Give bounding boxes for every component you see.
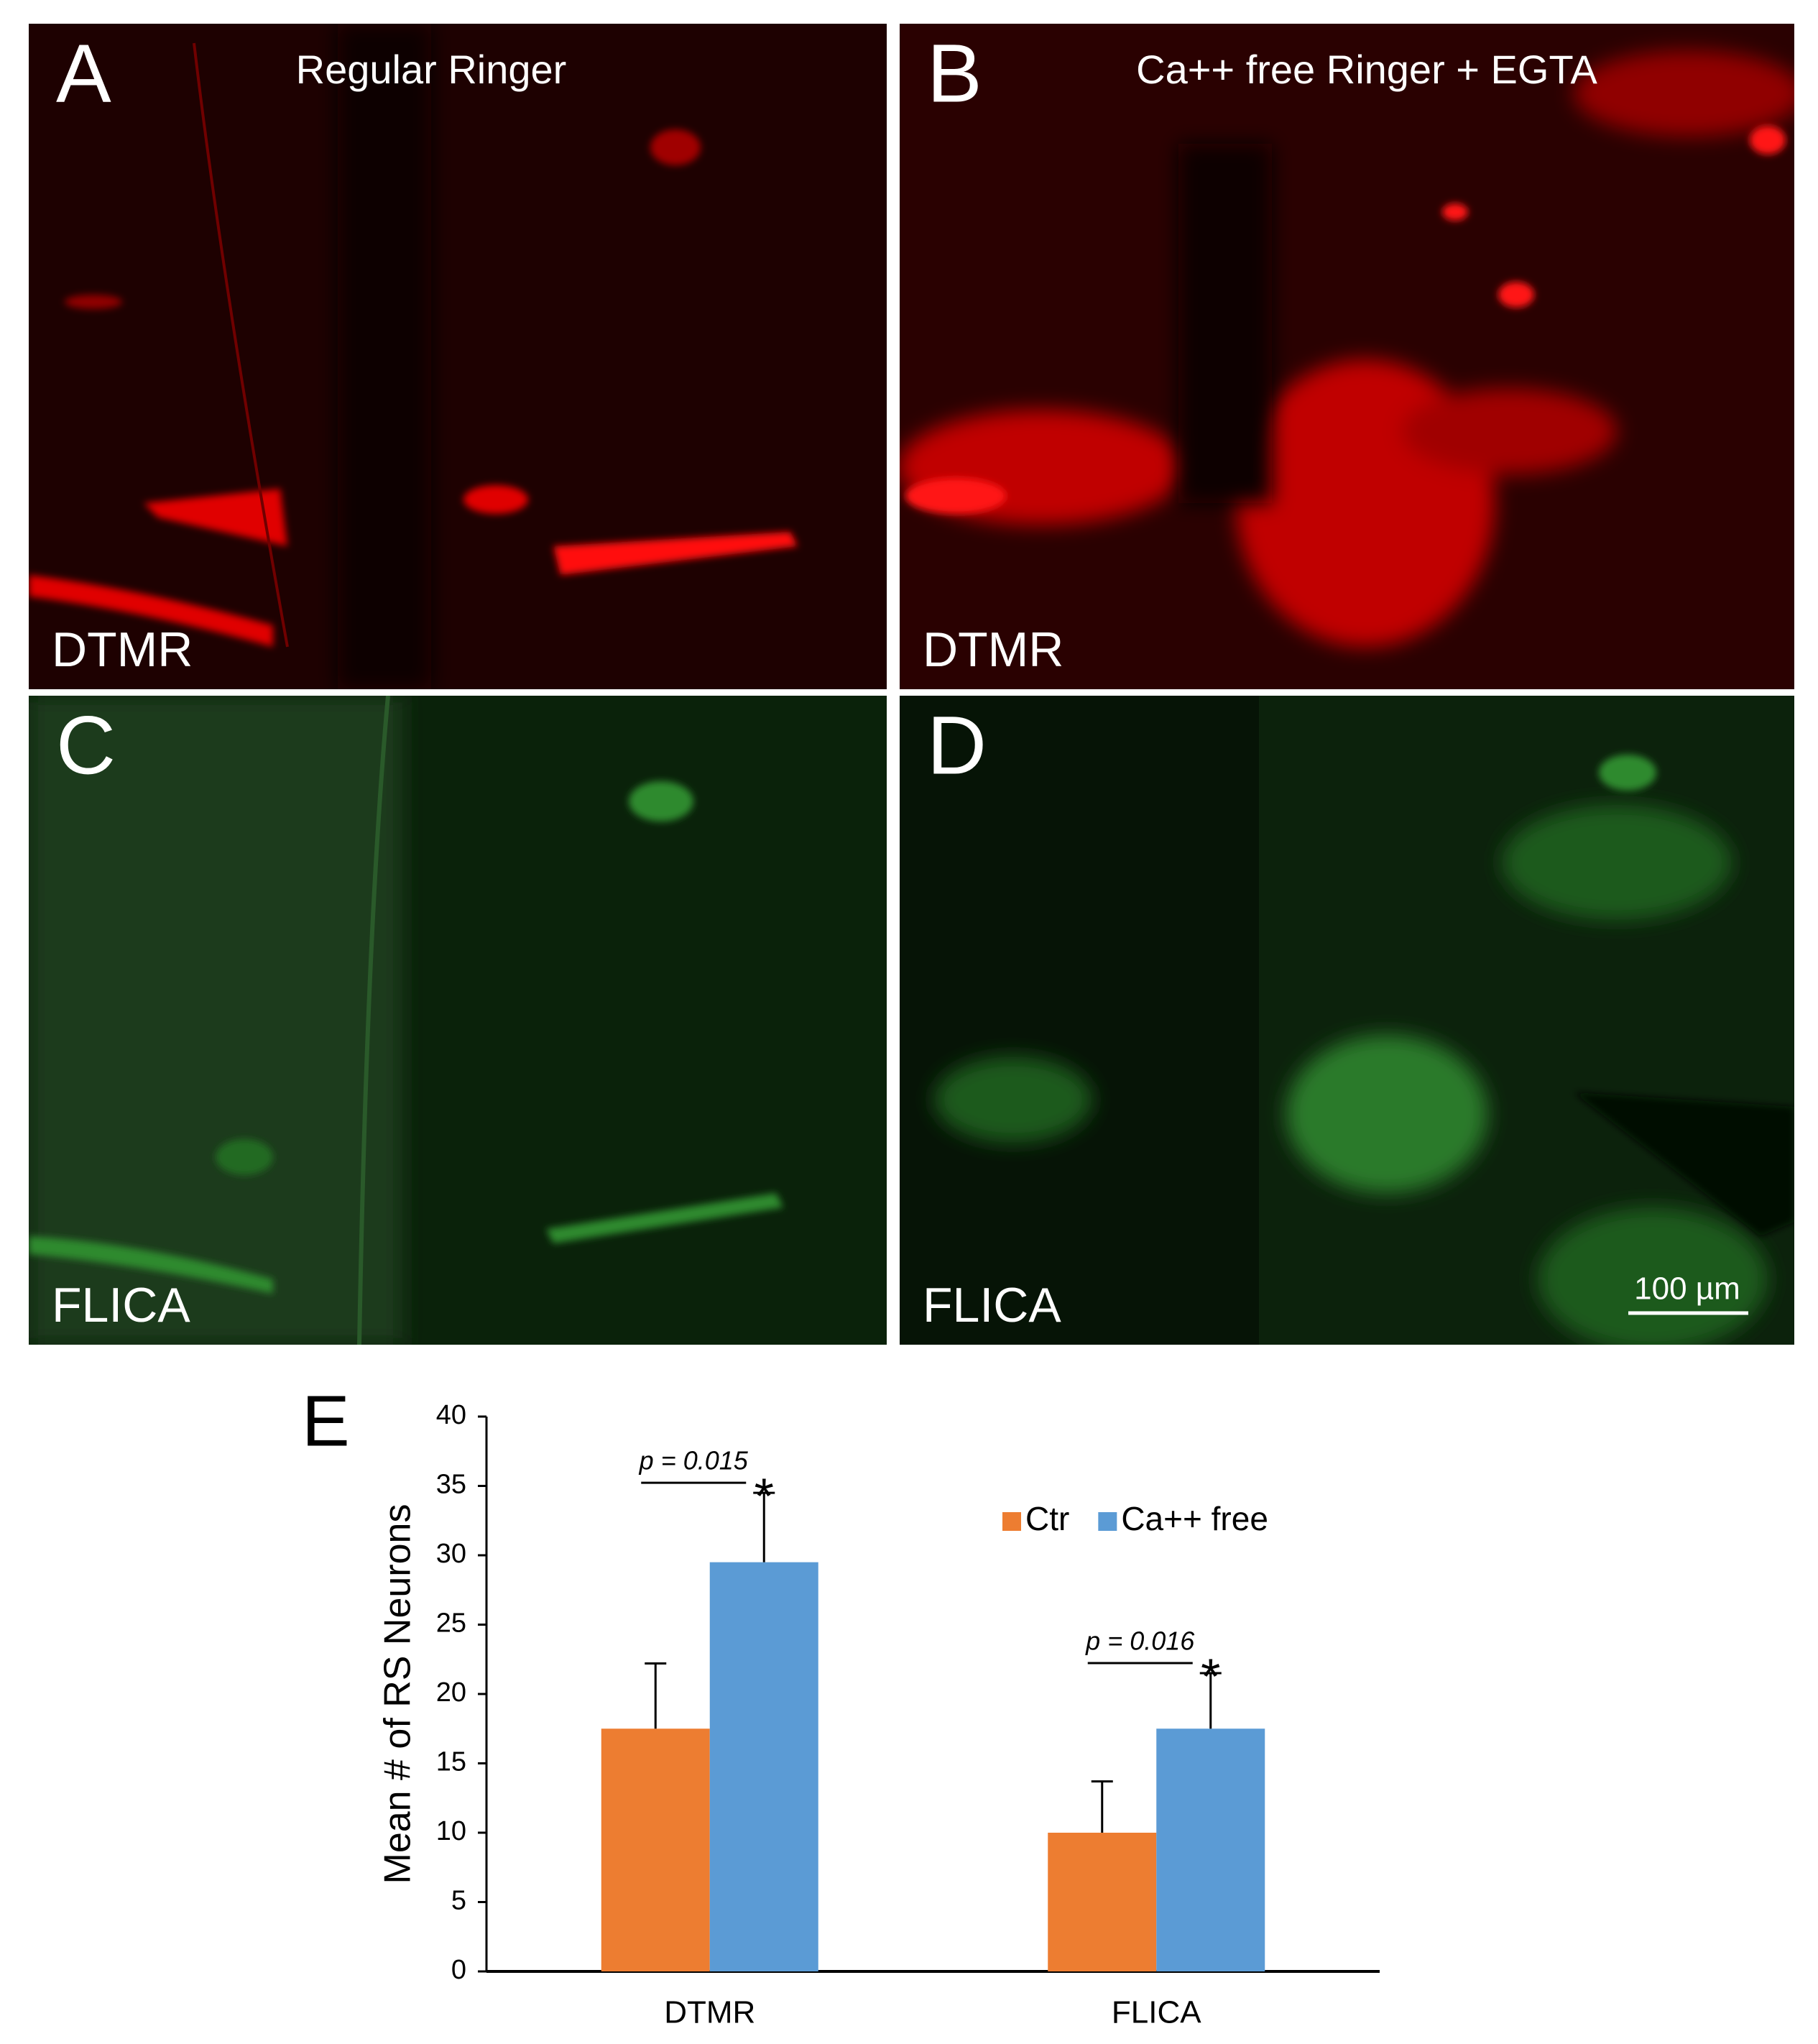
error-bar (753, 1491, 775, 1562)
y-tick-label: 0 (451, 1955, 466, 1985)
scale-bar-label: 100 µm (1634, 1271, 1740, 1307)
legend-label: Ctr (1025, 1500, 1069, 1537)
y-tick-label: 20 (436, 1677, 466, 1708)
x-tick-label: DTMR (664, 1995, 755, 2030)
legend-swatch (1098, 1512, 1117, 1531)
significance-star: * (755, 1468, 774, 1524)
panel-letter: E (302, 1381, 350, 1461)
error-bar (1091, 1780, 1113, 1833)
stain-label: DTMR (52, 622, 193, 677)
y-tick-label: 15 (436, 1747, 466, 1777)
stain-label: FLICA (52, 1278, 190, 1332)
legend-label: Ca++ free (1121, 1500, 1268, 1537)
bar (1048, 1833, 1157, 1971)
micrograph-a (29, 24, 887, 689)
micrograph-b (900, 24, 1794, 689)
y-tick-label: 30 (436, 1539, 466, 1569)
p-value: p = 0.016 (1085, 1626, 1195, 1656)
bar (601, 1728, 710, 1971)
y-tick-label: 10 (436, 1816, 466, 1846)
y-tick-label: 25 (436, 1608, 466, 1639)
micrograph-d (900, 696, 1794, 1345)
bar (709, 1562, 818, 1971)
panel-letter: A (56, 27, 111, 119)
panel-title: Regular Ringer (296, 47, 567, 92)
error-bar (1199, 1672, 1222, 1729)
stain-label: FLICA (923, 1278, 1061, 1332)
y-tick-label: 5 (451, 1886, 466, 1916)
panel-letter: D (927, 699, 987, 791)
error-bar (645, 1662, 667, 1729)
panel-letter: C (56, 699, 116, 791)
stain-label: DTMR (923, 622, 1063, 677)
micrograph-c (29, 696, 887, 1345)
panel-letter: B (927, 27, 982, 119)
x-tick-label: FLICA (1112, 1995, 1201, 2030)
bar (1156, 1728, 1265, 1971)
y-tick-label: 40 (436, 1400, 466, 1430)
legend-swatch (1002, 1512, 1021, 1531)
p-value: p = 0.015 (639, 1446, 749, 1476)
y-axis-title: Mean # of RS Neurons (377, 1504, 419, 1884)
significance-star: * (1201, 1649, 1220, 1705)
panel-title: Ca++ free Ringer + EGTA (1136, 47, 1597, 92)
y-tick-label: 35 (436, 1470, 466, 1500)
